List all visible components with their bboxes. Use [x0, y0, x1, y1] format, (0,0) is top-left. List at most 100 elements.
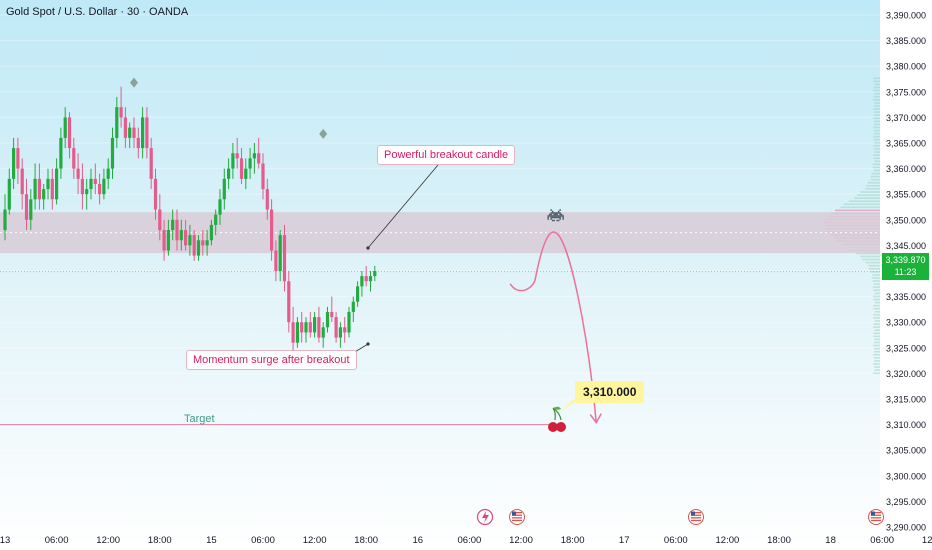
invader-pixel [553, 219, 555, 222]
volume-profile-bar [862, 258, 880, 261]
bull-candle [325, 311, 330, 328]
price-tick-label: 3,370.000 [886, 113, 926, 123]
bear-candle [291, 322, 295, 343]
time-tick-label: 18:00 [148, 535, 172, 546]
invader-pixel [556, 213, 558, 216]
invader-pixel [551, 215, 554, 217]
invader-pixel [557, 219, 560, 222]
bull-candle [209, 224, 213, 241]
bear-candle [123, 117, 127, 138]
flag-stripe [871, 514, 881, 516]
bear-candle [274, 250, 278, 271]
bear-candle [317, 317, 321, 338]
bull-candle [89, 178, 93, 190]
bear-candle [235, 153, 239, 159]
volume-profile-bar [873, 363, 880, 365]
time-tick-label: 16 [413, 535, 424, 546]
price-tick-label: 3,380.000 [886, 62, 926, 72]
bull-candle [252, 153, 256, 159]
volume-profile-bar [874, 357, 880, 359]
time-tick-label: 12:00 [716, 535, 740, 546]
bear-candle [257, 153, 261, 164]
bull-candle [46, 178, 50, 190]
volume-profile-bar [871, 178, 880, 181]
invader-pixel [562, 218, 564, 220]
breakout-candle-callout: Powerful breakout candle [377, 145, 516, 165]
time-tick-label: 12:00 [303, 535, 327, 546]
invader-pixel [551, 219, 554, 222]
invader-pixel [559, 209, 561, 211]
time-tick-label: 06:00 [45, 535, 69, 546]
volume-profile-bar [873, 129, 880, 132]
bull-candle [214, 214, 218, 225]
bear-candle [98, 183, 102, 195]
invader-pixel [553, 213, 555, 216]
invader-pixel [554, 215, 557, 217]
time-tick-label: 17 [619, 535, 630, 546]
bull-candle [368, 276, 373, 282]
time-tick-label: 06:00 [251, 535, 275, 546]
price-tick-label: 3,290.000 [886, 523, 926, 533]
volume-profile-bar [873, 154, 880, 156]
us-flag-icon[interactable] [509, 509, 525, 525]
volume-profile-bar [872, 280, 880, 282]
volume-profile-bar [873, 344, 880, 347]
invader-pixel [560, 213, 563, 216]
invader-pixel [547, 218, 549, 220]
last-price-badge: 3,339.870 11:23 [882, 253, 929, 280]
volume-profile-bar [835, 209, 880, 212]
volume-profile-bar [874, 111, 880, 113]
event-icons[interactable] [476, 508, 884, 526]
volume-profile-bar [873, 350, 880, 353]
us-flag-icon[interactable] [868, 509, 884, 525]
flag-stripe [691, 514, 701, 516]
bull-candle [347, 311, 351, 333]
bear-candle [192, 235, 196, 256]
target-line-group [0, 271, 880, 426]
cherry-icon [556, 422, 566, 432]
volume-profile-bar [873, 326, 880, 328]
volume-profile-bar [873, 307, 880, 310]
volume-profile-bar [865, 185, 880, 187]
invader-pixel [559, 215, 561, 217]
invader-pixel [560, 215, 563, 217]
invader-pixel [547, 215, 549, 217]
volume-profile-bar [874, 310, 880, 313]
lightning-bolt-glyph [482, 511, 489, 523]
flag-canton [512, 511, 516, 516]
volume-profile-bar [873, 295, 880, 298]
volume-profile-bar [873, 95, 880, 98]
bull-candle [321, 327, 325, 338]
cherry-leaf [553, 406, 561, 410]
invader-pixel [554, 213, 557, 216]
bull-candle [244, 168, 248, 179]
volume-profile-bar [873, 372, 880, 374]
volume-profile-bar [873, 108, 880, 110]
volume-profile-bar [874, 151, 880, 153]
invader-pixel [562, 215, 564, 217]
invader-pixel [562, 216, 564, 219]
bull-candle [29, 199, 33, 220]
volume-profile-bar [873, 304, 880, 307]
invader-pixel [550, 216, 552, 219]
bear-candle [287, 281, 291, 323]
volume-profile-bar [873, 289, 880, 292]
time-axis[interactable]: 13 06:00 12:00 18:00 15 06:00 12:00 18:00 16 06:0… [0, 535, 932, 546]
breakout-connector [367, 164, 439, 249]
bear-candle [334, 317, 338, 338]
us-flag-icon[interactable] [688, 509, 704, 525]
flag-stripe [691, 519, 701, 522]
invader-pixel [550, 218, 552, 220]
volume-profile-bar [873, 86, 880, 89]
bull-candle [166, 230, 170, 251]
bear-candle [239, 158, 244, 179]
bull-candle [373, 271, 377, 277]
bull-candle [42, 189, 46, 200]
volume-profile-bar [870, 271, 880, 273]
volume-profile-bar [873, 157, 880, 159]
resistance-zone [0, 212, 880, 254]
projection-arrowhead [589, 413, 602, 424]
invader-pixel [554, 212, 557, 214]
bear-candle [24, 194, 29, 220]
